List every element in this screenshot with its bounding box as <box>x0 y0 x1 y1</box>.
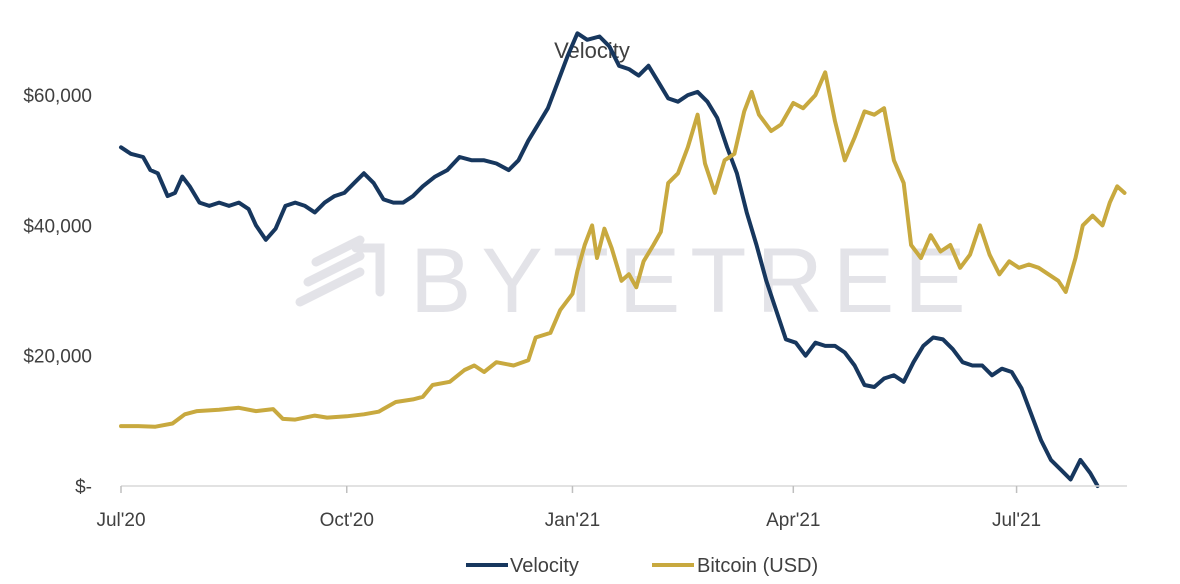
series-line-velocity <box>119 31 1100 488</box>
series-line-bitcoin <box>119 70 1127 429</box>
x-tick-label: Oct'20 <box>320 510 374 531</box>
y-tick-label: $40,000 <box>23 216 92 237</box>
y-axis: $- $20,000 $40,000 $60,000 <box>23 86 92 498</box>
bytetree-logo-icon <box>295 235 385 307</box>
y-tick-label: $20,000 <box>23 347 92 368</box>
y-tick-label: $- <box>75 477 92 498</box>
watermark-text: BYTETREE <box>410 230 976 332</box>
legend-label: Velocity <box>510 555 579 577</box>
x-tick-label: Jan'21 <box>545 510 600 531</box>
x-tick-label: Apr'21 <box>766 510 820 531</box>
legend: Velocity Bitcoin (USD) <box>466 555 818 577</box>
legend-label: Bitcoin (USD) <box>697 555 818 577</box>
x-tick-label: Jul'20 <box>96 510 145 531</box>
x-axis: Jul'20 Oct'20 Jan'21 Apr'21 Jul'21 <box>96 485 1127 531</box>
watermark: BYTETREE <box>295 230 976 332</box>
y-tick-label: $60,000 <box>23 86 92 107</box>
plot-area <box>119 31 1127 488</box>
x-tick-label: Jul'21 <box>992 510 1041 531</box>
